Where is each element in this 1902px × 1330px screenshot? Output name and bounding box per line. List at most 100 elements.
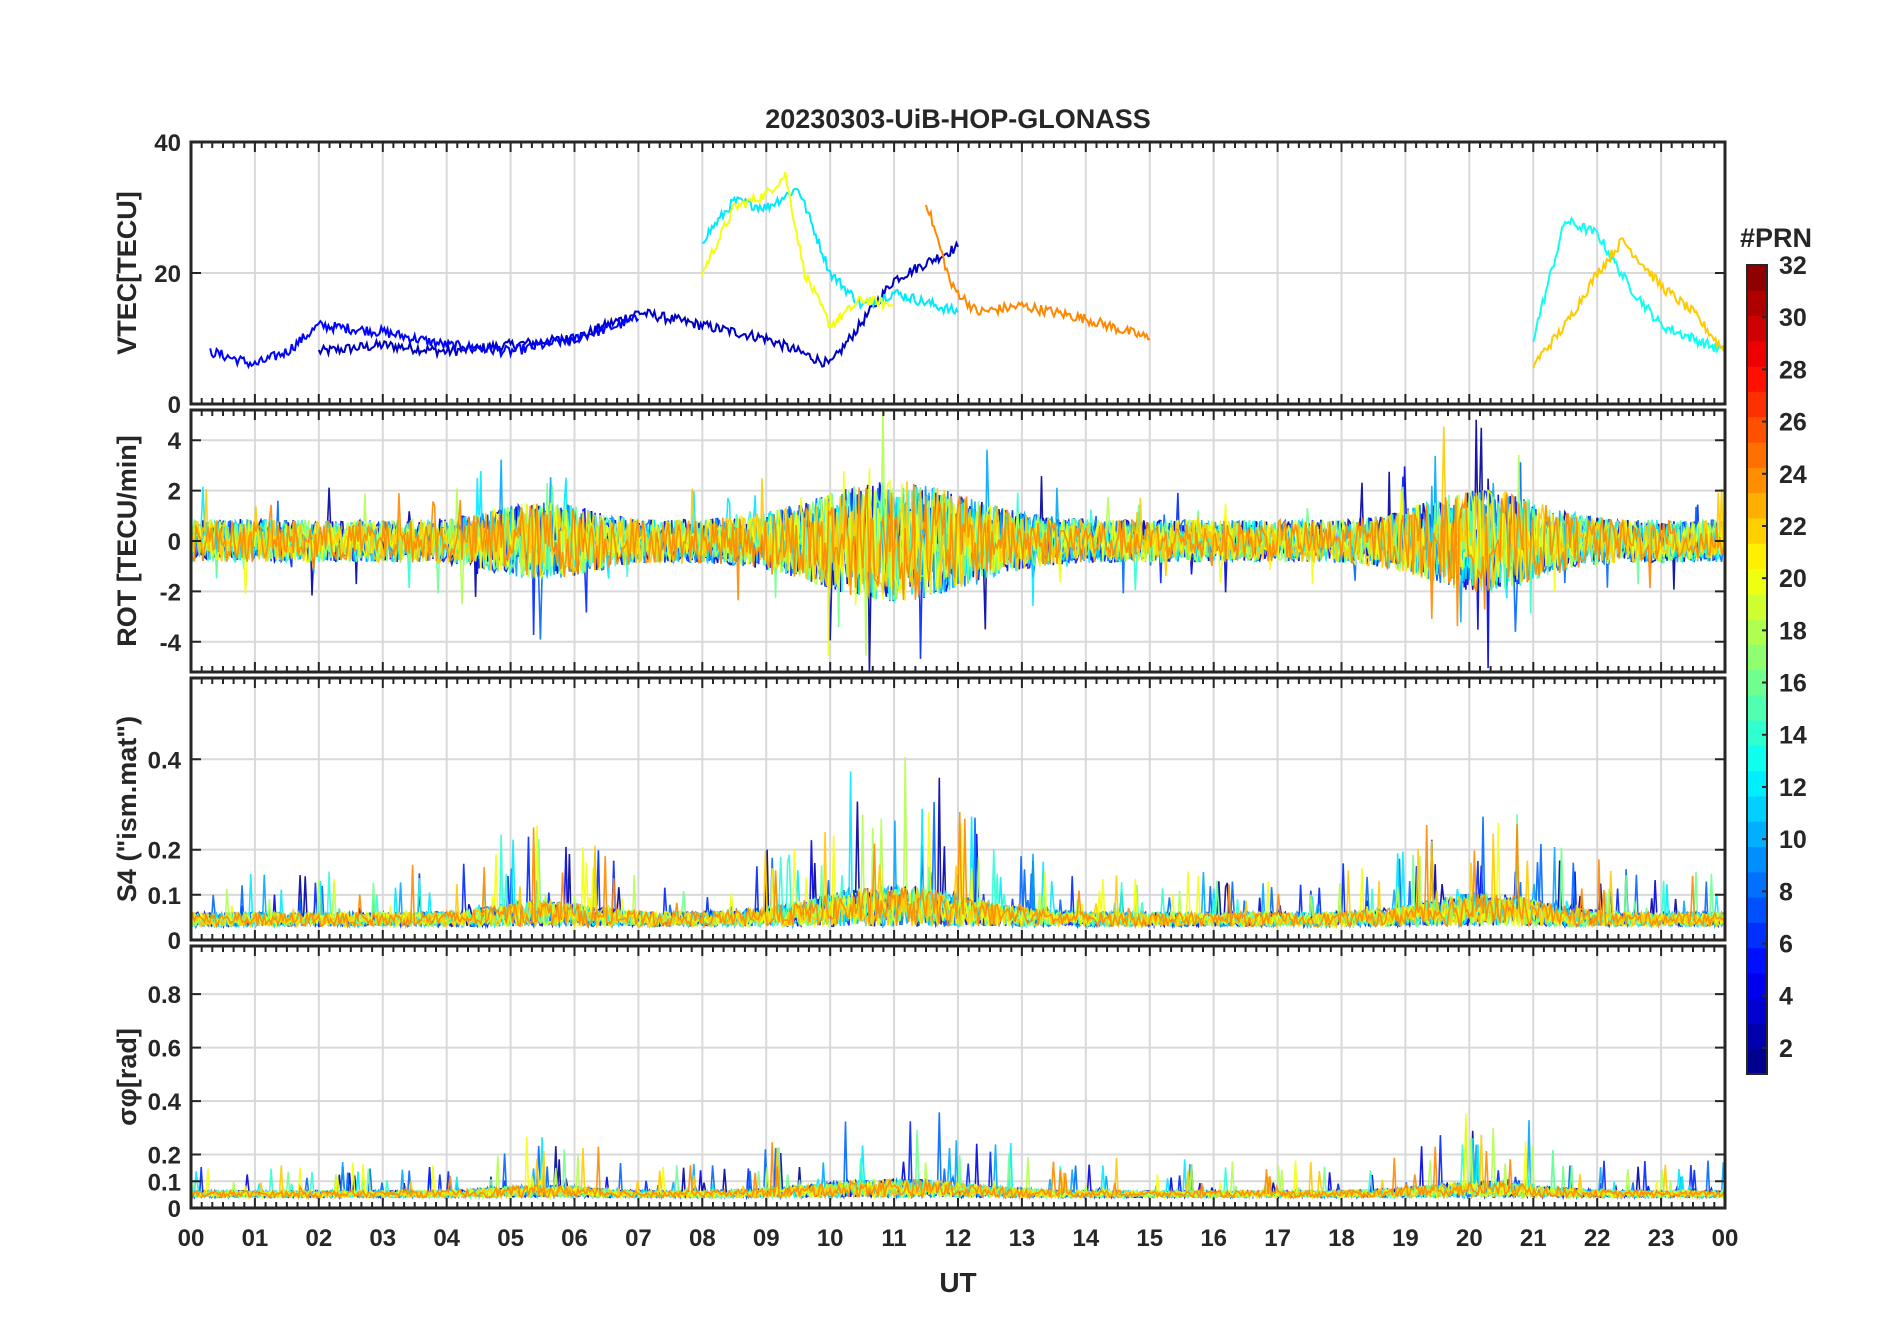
y-tick-label: 40 (154, 130, 181, 157)
colorbar-tick-label: 8 (1779, 878, 1793, 906)
y-tick-label: -4 (160, 630, 182, 657)
colorbar-segment (1747, 644, 1767, 671)
traces (191, 756, 1725, 930)
x-tick-label: 10 (817, 1225, 844, 1252)
colorbar-tick-label: 30 (1779, 304, 1807, 332)
colorbar-segment (1747, 998, 1767, 1025)
y-tick-label: 0 (168, 928, 181, 955)
x-tick-label: 13 (1009, 1225, 1036, 1252)
colorbar-segment (1747, 265, 1767, 291)
colorbar-segment (1747, 517, 1767, 544)
series-line-prn-24 (191, 1142, 1725, 1201)
colorbar-segment (1747, 947, 1767, 974)
series-line-prn-24 (191, 811, 1725, 930)
colorbar-segment (1747, 290, 1767, 317)
x-tick-label: 15 (1136, 1225, 1163, 1252)
colorbar-segment (1747, 922, 1767, 949)
colorbar-segment (1747, 340, 1767, 367)
x-tick-label: 19 (1392, 1225, 1419, 1252)
colorbar-tick-label: 6 (1779, 931, 1793, 959)
colorbar-segment (1747, 846, 1767, 873)
x-tick-label: 00 (178, 1225, 205, 1252)
panel-4: 00.10.2 0.4 0.6 0.8σφ[rad] (112, 944, 1727, 1223)
y-tick-label: 0.4 (148, 747, 182, 774)
y-tick-label: 0.2 (148, 838, 181, 865)
colorbar-segment (1747, 315, 1767, 342)
colorbar-segment (1747, 441, 1767, 468)
traces (209, 171, 1725, 370)
series-line-prn-22 (191, 426, 1725, 599)
tick-marks (190, 410, 1726, 672)
colorbar-tick-label: 26 (1779, 409, 1807, 437)
colorbar-segment (1747, 366, 1767, 393)
colorbar-tick-label: 18 (1779, 617, 1807, 645)
colorbar-tick-label: 2 (1779, 1035, 1793, 1063)
y-tick-label: 0.6 (148, 1036, 181, 1063)
series-line-prn-22 (191, 831, 1725, 930)
colorbar-segment (1747, 770, 1767, 797)
colorbar-segment (1747, 972, 1767, 999)
tick-marks (190, 678, 1726, 941)
x-tick-labels: 00 01 02 03 04 05 06 07 08 09 10 11 12 13 14 15 16 17 18 19… (178, 1225, 1739, 1252)
x-tick-label: 23 (1648, 1225, 1675, 1252)
colorbar-tick-label: 16 (1779, 670, 1807, 698)
colorbar-tick-label: 12 (1779, 774, 1807, 802)
y-tick-label: 0 (168, 1196, 181, 1223)
x-tick-label: 11 (881, 1225, 906, 1252)
y-tick-label: 20 (154, 261, 181, 288)
x-tick-label: 00 (1712, 1225, 1739, 1252)
series-line-prn-3 (317, 240, 959, 368)
colorbar-segment (1747, 694, 1767, 721)
colorbar-segment (1747, 593, 1767, 620)
colorbar-segment (1747, 1023, 1767, 1050)
colorbar-segment (1747, 745, 1767, 772)
y-tick-label: 0.4 (148, 1089, 182, 1116)
x-tick-label: 03 (369, 1225, 396, 1252)
colorbar-segment (1747, 871, 1767, 898)
y-axis-label: VTEC[TECU] (112, 191, 142, 355)
colorbar-frame (1746, 264, 1768, 1075)
colorbar-segment (1747, 492, 1767, 519)
x-tick-label: 17 (1264, 1225, 1291, 1252)
colorbar-segment (1747, 669, 1767, 696)
colorbar-tick-label: 24 (1779, 461, 1807, 489)
tick-marks (190, 946, 1726, 1209)
x-tick-label: 16 (1200, 1225, 1227, 1252)
colorbar-segment (1747, 821, 1767, 848)
series-line-prn-5 (209, 314, 640, 370)
y-tick-label: 4 (168, 428, 182, 455)
y-tick-label: 0 (168, 529, 181, 556)
x-tick-label: 05 (497, 1225, 524, 1252)
colorbar-tick-label: 14 (1779, 722, 1807, 750)
x-tick-label: 04 (433, 1225, 460, 1252)
colorbar-segment (1747, 568, 1767, 595)
x-tick-label: 20 (1456, 1225, 1483, 1252)
y-tick-label: 2 (168, 479, 181, 506)
y-axis-label: ROT [TECU/min] (112, 435, 142, 646)
colorbar-segment (1747, 416, 1767, 443)
series-line-prn-22 (1532, 237, 1725, 369)
traces (191, 410, 1725, 672)
panel-3: 0 0.1 0.2 0.4S4 ("ism.mat") (112, 676, 1727, 955)
y-tick-label: 0.2 (148, 1143, 181, 1170)
colorbar-tick-label: 22 (1779, 513, 1807, 541)
colorbar-segment (1747, 467, 1767, 494)
x-tick-label: 01 (242, 1225, 269, 1252)
x-tick-label: 18 (1328, 1225, 1355, 1252)
colorbar-segment (1747, 1048, 1767, 1075)
x-tick-label: 22 (1584, 1225, 1611, 1252)
tick-marks (190, 141, 1726, 405)
x-tick-label: 07 (625, 1225, 652, 1252)
x-tick-label: 06 (561, 1225, 588, 1252)
x-tick-label: 08 (689, 1225, 716, 1252)
x-tick-label: 02 (305, 1225, 332, 1252)
y-tick-label: 0.8 (148, 982, 181, 1009)
y-tick-label: 0.1 (148, 1169, 181, 1196)
colorbar-tick-label: 28 (1779, 356, 1807, 384)
x-tick-label: 09 (753, 1225, 780, 1252)
x-tick-label: 21 (1520, 1225, 1547, 1252)
series-line-prn-24 (191, 483, 1725, 627)
